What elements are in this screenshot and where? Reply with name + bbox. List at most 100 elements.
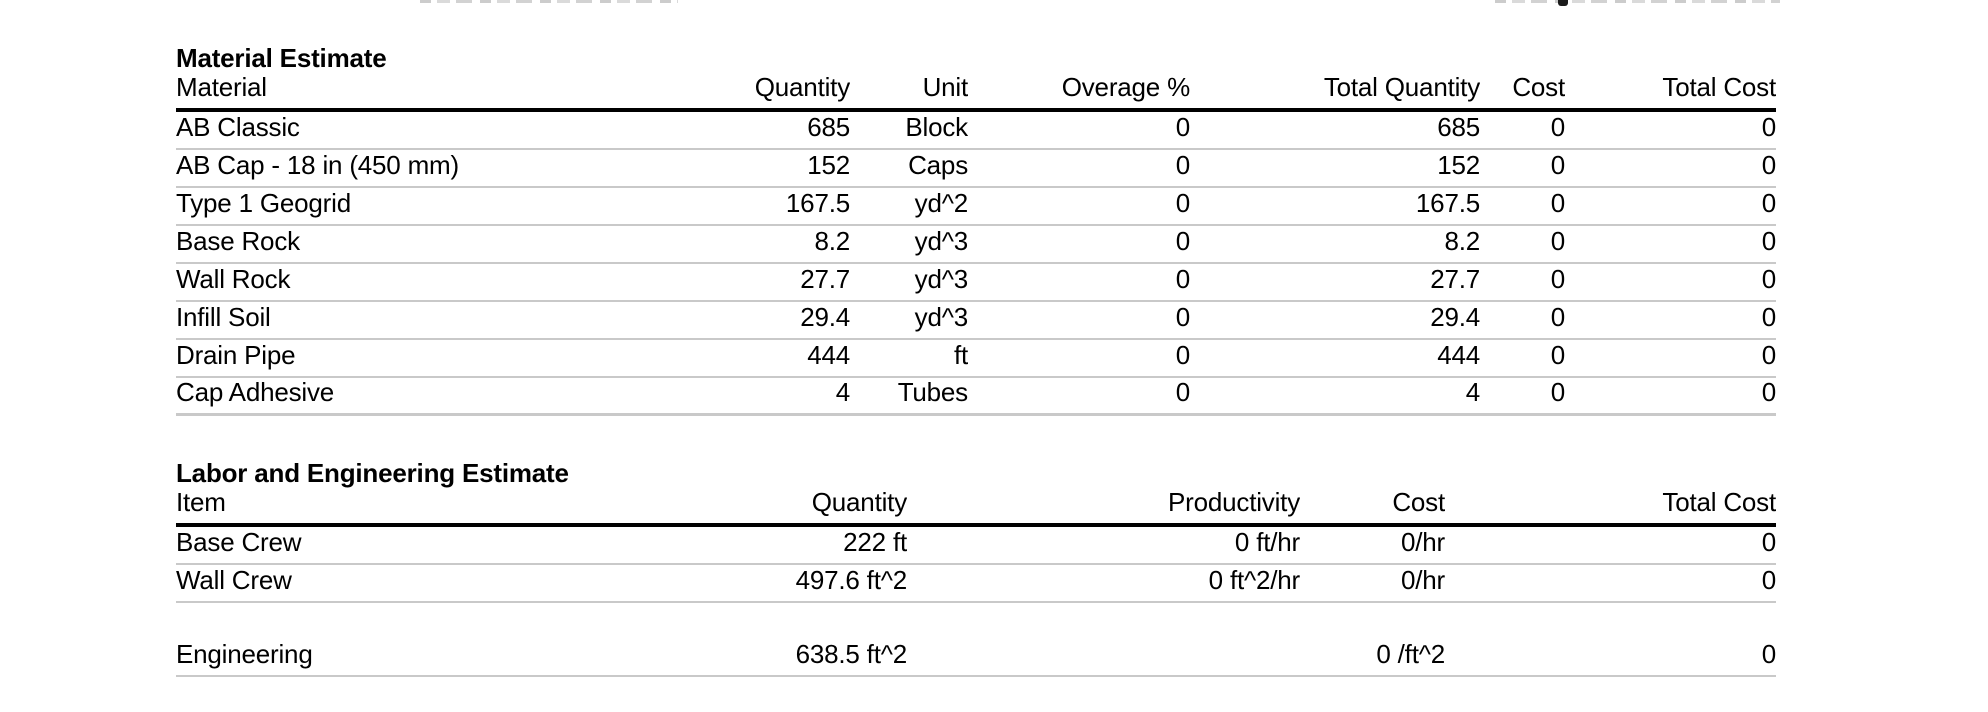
cell-quantity: 27.7 bbox=[800, 264, 850, 294]
column-header-overage: Overage % bbox=[1061, 72, 1190, 102]
cell-material: AB Classic bbox=[176, 112, 300, 142]
column-header-item: Item bbox=[176, 487, 226, 517]
column-header-quantity: Quantity bbox=[811, 487, 907, 517]
cell-item: Engineering bbox=[176, 639, 313, 669]
cell-productivity: 0 ft^2/hr bbox=[1208, 565, 1300, 595]
cell-material: Infill Soil bbox=[176, 302, 271, 332]
cell-total-quantity: 685 bbox=[1437, 112, 1480, 142]
cell-item: Base Crew bbox=[176, 527, 302, 557]
table-row-wall-rock: Wall Rock 27.7 yd^3 0 27.7 0 0 bbox=[176, 264, 1776, 302]
cell-unit: ft bbox=[953, 340, 968, 370]
clipped-top-text-left bbox=[420, 0, 678, 3]
table-row-drain-pipe: Drain Pipe 444 ft 0 444 0 0 bbox=[176, 340, 1776, 378]
table-row-base-crew: Base Crew 222 ft 0 ft/hr 0/hr 0 bbox=[176, 527, 1776, 565]
cell-quantity: 222 ft bbox=[843, 527, 907, 557]
cell-total-cost: 0 bbox=[1761, 377, 1776, 407]
cell-overage: 0 bbox=[1175, 302, 1190, 332]
cell-overage: 0 bbox=[1175, 340, 1190, 370]
labor-estimate-title: Labor and Engineering Estimate bbox=[176, 458, 569, 488]
cell-material: AB Cap - 18 in (450 mm) bbox=[176, 150, 459, 180]
cell-quantity: 685 bbox=[807, 112, 850, 142]
clipped-top-text-right bbox=[1495, 0, 1780, 3]
table-row-type1-geogrid: Type 1 Geogrid 167.5 yd^2 0 167.5 0 0 bbox=[176, 188, 1776, 226]
cell-quantity: 638.5 ft^2 bbox=[795, 639, 907, 669]
cell-cost: 0/hr bbox=[1400, 527, 1445, 557]
cell-total-quantity: 8.2 bbox=[1444, 226, 1480, 256]
table-row-engineering: Engineering 638.5 ft^2 0 /ft^2 0 bbox=[176, 639, 1776, 677]
labor-table-header-row: Item Quantity Productivity Cost Total Co… bbox=[176, 487, 1776, 527]
column-header-productivity: Productivity bbox=[1168, 487, 1300, 517]
cell-unit: yd^3 bbox=[914, 302, 968, 332]
cell-cost: 0 bbox=[1550, 112, 1565, 142]
cell-total-cost: 0 bbox=[1761, 302, 1776, 332]
table-row-infill-soil: Infill Soil 29.4 yd^3 0 29.4 0 0 bbox=[176, 302, 1776, 340]
report-content: Material Estimate Material Quantity Unit… bbox=[176, 0, 1776, 677]
cell-total-quantity: 444 bbox=[1437, 340, 1480, 370]
material-estimate-table: Material Quantity Unit Overage % Total Q… bbox=[176, 72, 1776, 416]
cell-total-quantity: 167.5 bbox=[1415, 188, 1480, 218]
cell-cost: 0/hr bbox=[1400, 565, 1445, 595]
column-header-material: Material bbox=[176, 72, 267, 102]
cell-cost: 0 /ft^2 bbox=[1376, 639, 1445, 669]
cell-material: Cap Adhesive bbox=[176, 377, 335, 407]
cell-unit: yd^3 bbox=[914, 226, 968, 256]
cell-total-quantity: 29.4 bbox=[1430, 302, 1480, 332]
cell-total-cost: 0 bbox=[1761, 527, 1776, 557]
labor-estimate-table: Item Quantity Productivity Cost Total Co… bbox=[176, 487, 1776, 677]
cell-material: Type 1 Geogrid bbox=[176, 188, 351, 218]
cell-overage: 0 bbox=[1175, 264, 1190, 294]
table-row-ab-classic: AB Classic 685 Block 0 685 0 0 bbox=[176, 112, 1776, 150]
cell-quantity: 167.5 bbox=[785, 188, 850, 218]
cell-item: Wall Crew bbox=[176, 565, 292, 595]
cell-cost: 0 bbox=[1550, 264, 1565, 294]
cell-cost: 0 bbox=[1550, 150, 1565, 180]
cell-quantity: 8.2 bbox=[814, 226, 850, 256]
material-estimate-title: Material Estimate bbox=[176, 43, 387, 73]
cell-cost: 0 bbox=[1550, 377, 1565, 407]
cell-productivity: 0 ft/hr bbox=[1234, 527, 1300, 557]
clipped-top-text-mark bbox=[1558, 0, 1568, 6]
table-row-wall-crew: Wall Crew 497.6 ft^2 0 ft^2/hr 0/hr 0 bbox=[176, 565, 1776, 603]
cell-quantity: 4 bbox=[835, 377, 850, 407]
cell-cost: 0 bbox=[1550, 226, 1565, 256]
cell-total-quantity: 4 bbox=[1465, 377, 1480, 407]
cell-total-cost: 0 bbox=[1761, 565, 1776, 595]
cell-overage: 0 bbox=[1175, 150, 1190, 180]
cell-quantity: 497.6 ft^2 bbox=[795, 565, 907, 595]
cell-total-cost: 0 bbox=[1761, 188, 1776, 218]
cell-total-cost: 0 bbox=[1761, 150, 1776, 180]
cell-overage: 0 bbox=[1175, 112, 1190, 142]
table-row-ab-cap: AB Cap - 18 in (450 mm) 152 Caps 0 152 0… bbox=[176, 150, 1776, 188]
cell-unit: Block bbox=[905, 112, 968, 142]
cell-material: Base Rock bbox=[176, 226, 300, 256]
cell-cost: 0 bbox=[1550, 340, 1565, 370]
column-header-total-cost: Total Cost bbox=[1662, 487, 1776, 517]
cell-total-cost: 0 bbox=[1761, 639, 1776, 669]
column-header-total-quantity: Total Quantity bbox=[1323, 72, 1480, 102]
column-header-quantity: Quantity bbox=[754, 72, 850, 102]
cell-total-cost: 0 bbox=[1761, 340, 1776, 370]
column-header-unit: Unit bbox=[922, 72, 968, 102]
column-header-cost: Cost bbox=[1392, 487, 1445, 517]
cell-total-cost: 0 bbox=[1761, 112, 1776, 142]
table-row-cap-adhesive: Cap Adhesive 4 Tubes 0 4 0 0 bbox=[176, 377, 1776, 416]
cell-overage: 0 bbox=[1175, 377, 1190, 407]
cell-material: Drain Pipe bbox=[176, 340, 296, 370]
column-header-cost: Cost bbox=[1512, 72, 1565, 102]
cell-total-cost: 0 bbox=[1761, 264, 1776, 294]
cell-unit: yd^2 bbox=[914, 188, 968, 218]
cell-unit: Caps bbox=[908, 150, 968, 180]
cell-unit: yd^3 bbox=[914, 264, 968, 294]
cell-cost: 0 bbox=[1550, 188, 1565, 218]
cell-cost: 0 bbox=[1550, 302, 1565, 332]
column-header-total-cost: Total Cost bbox=[1662, 72, 1776, 102]
cell-productivity bbox=[907, 670, 1300, 675]
table-row-base-rock: Base Rock 8.2 yd^3 0 8.2 0 0 bbox=[176, 226, 1776, 264]
cell-material: Wall Rock bbox=[176, 264, 291, 294]
material-table-header-row: Material Quantity Unit Overage % Total Q… bbox=[176, 72, 1776, 112]
cell-total-cost: 0 bbox=[1761, 226, 1776, 256]
cell-overage: 0 bbox=[1175, 226, 1190, 256]
cell-quantity: 29.4 bbox=[800, 302, 850, 332]
cell-unit: Tubes bbox=[897, 377, 968, 407]
